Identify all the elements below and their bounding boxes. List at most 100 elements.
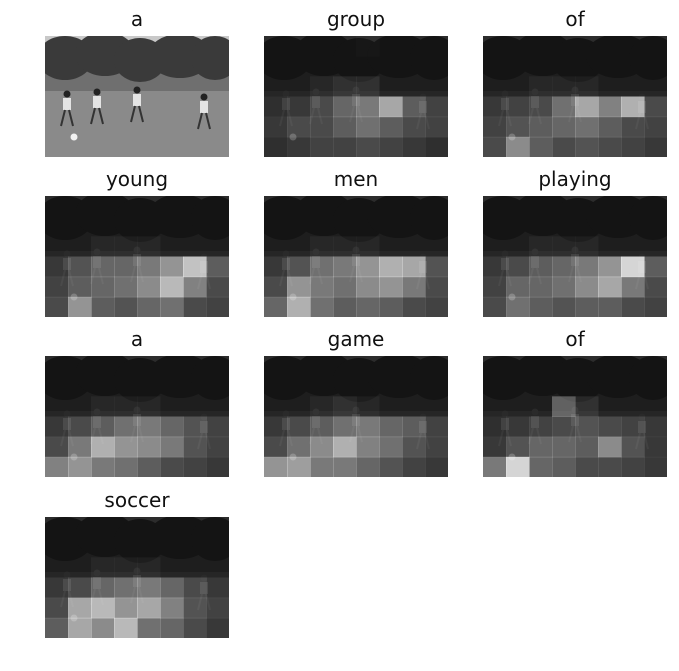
attention-cell (68, 577, 92, 599)
attention-svg (45, 356, 229, 477)
attention-cell (552, 116, 576, 138)
attention-cell (160, 256, 184, 278)
attention-cell (45, 296, 69, 317)
attention-svg (483, 196, 667, 317)
attention-cell (356, 256, 380, 278)
attention-cell (310, 136, 334, 157)
attention-cell (264, 256, 288, 278)
panel-word: young (105, 167, 169, 191)
attention-cell (114, 236, 138, 257)
attention-cell (552, 96, 576, 118)
attention-image (45, 517, 229, 638)
attention-cell (598, 136, 622, 157)
attention-cell (575, 76, 599, 97)
attention-cell (552, 236, 576, 257)
attention-cell (402, 276, 426, 298)
attention-cell (287, 436, 311, 458)
attention-cell (529, 416, 553, 438)
attention-cell (333, 76, 357, 97)
attention-cell (644, 436, 667, 458)
attention-cell (206, 416, 229, 438)
attention-cell (425, 256, 448, 278)
attention-cell (310, 436, 334, 458)
attention-cell (310, 296, 334, 317)
attention-image (483, 36, 667, 157)
attention-cell (379, 436, 403, 458)
attention-cell (114, 617, 138, 638)
attention-cell (506, 416, 530, 438)
attention-cell (310, 256, 334, 278)
attention-cell (598, 256, 622, 278)
attention-cell (160, 597, 184, 619)
attention-cell (287, 456, 311, 477)
attention-svg (45, 517, 229, 638)
attention-cell (506, 276, 530, 298)
attention-cell (160, 436, 184, 458)
attention-cell (114, 557, 138, 578)
attention-cell (356, 416, 380, 438)
attention-cell (644, 96, 667, 118)
attention-cell (310, 456, 334, 477)
attention-cell (114, 456, 138, 477)
attention-cell (160, 296, 184, 317)
attention-image (45, 196, 229, 317)
attention-cell (137, 396, 161, 417)
attention-cell (379, 296, 403, 317)
attention-cell (356, 276, 380, 298)
attention-cell (206, 256, 229, 278)
attention-cell (356, 36, 380, 57)
attention-cell (621, 256, 645, 278)
attention-cell (333, 256, 357, 278)
attention-cell (356, 436, 380, 458)
attention-cell (68, 416, 92, 438)
attention-cell (68, 256, 92, 278)
attention-cell (91, 597, 115, 619)
attention-cell (552, 276, 576, 298)
attention-cell (552, 256, 576, 278)
attention-cell (91, 456, 115, 477)
attention-cell (137, 296, 161, 317)
attention-cell (206, 296, 229, 317)
attention-cell (183, 456, 207, 477)
attention-svg (483, 356, 667, 477)
attention-cell (425, 136, 448, 157)
attention-cell (506, 296, 530, 317)
attention-cell (506, 256, 530, 278)
attention-cell (621, 416, 645, 438)
attention-cell (68, 436, 92, 458)
attention-cell (483, 416, 507, 438)
attention-cell (333, 296, 357, 317)
attention-cell (552, 416, 576, 438)
attention-cell (621, 96, 645, 118)
attention-cell (45, 416, 69, 438)
attention-cell (264, 456, 288, 477)
attention-cell (598, 276, 622, 298)
attention-cell (402, 296, 426, 317)
attention-cell (402, 256, 426, 278)
attention-cell (206, 456, 229, 477)
attention-cell (137, 236, 161, 257)
attention-cell (114, 276, 138, 298)
attention-cell (379, 116, 403, 138)
attention-image (264, 356, 448, 477)
attention-cell (529, 136, 553, 157)
attention-cell (425, 296, 448, 317)
attention-cell (598, 116, 622, 138)
panel-word: a (130, 327, 144, 351)
attention-cell (483, 296, 507, 317)
attention-cell (483, 456, 507, 477)
attention-cell (402, 416, 426, 438)
attention-cell (310, 396, 334, 417)
attention-cell (137, 617, 161, 638)
attention-cell (68, 617, 92, 638)
attention-cell (310, 116, 334, 138)
attention-cell (45, 617, 69, 638)
attention-cell (160, 577, 184, 599)
attention-cell (287, 276, 311, 298)
attention-cell (264, 96, 288, 118)
attention-cell (575, 96, 599, 118)
attention-cell (333, 436, 357, 458)
attention-cell (310, 416, 334, 438)
attention-cell (91, 617, 115, 638)
